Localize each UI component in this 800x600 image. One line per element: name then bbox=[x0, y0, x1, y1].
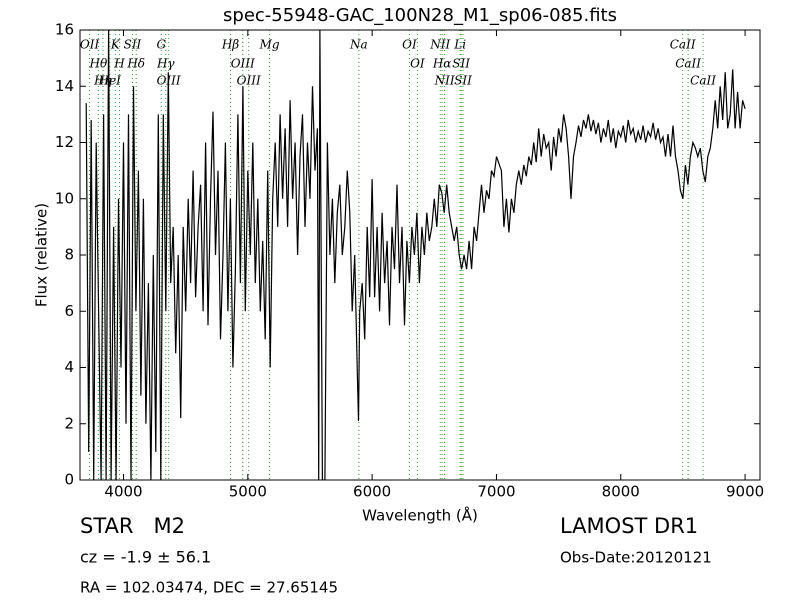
spectral-line-label: Mg bbox=[259, 38, 280, 52]
x-tick-label: 5000 bbox=[229, 483, 267, 501]
spectral-line-label: CaII bbox=[675, 57, 701, 71]
x-tick-label: 6000 bbox=[353, 483, 391, 501]
spectral-line-label: SII bbox=[124, 38, 142, 52]
y-tick-label: 12 bbox=[55, 133, 74, 151]
x-tick-label: 9000 bbox=[726, 483, 764, 501]
spectral-line-label: Hη bbox=[93, 74, 112, 88]
spectral-line-label: Li bbox=[453, 38, 466, 52]
y-tick-label: 0 bbox=[64, 471, 74, 489]
spectral-line-label: OI bbox=[410, 57, 425, 71]
y-tick-label: 8 bbox=[64, 246, 74, 264]
spectral-line-label: Hθ bbox=[89, 57, 108, 71]
spectral-line-label: OII bbox=[80, 38, 100, 52]
spectral-line-label: OIII bbox=[157, 74, 181, 88]
spectral-line-label: Hγ bbox=[156, 57, 175, 71]
x-tick-label: 8000 bbox=[602, 483, 640, 501]
survey: LAMOST DR1 bbox=[560, 514, 698, 538]
spectral-line-label: Na bbox=[349, 38, 368, 52]
spectral-line-label: OI bbox=[402, 38, 417, 52]
spectral-line-label: NII bbox=[434, 74, 455, 88]
x-tick-label: 4000 bbox=[104, 483, 142, 501]
spectral-line-label: Hβ bbox=[221, 38, 239, 52]
x-axis-label: Wavelength (Å) bbox=[362, 506, 478, 525]
spectral-line-label: NII bbox=[429, 38, 450, 52]
spectral-line-label: OIII bbox=[231, 57, 255, 71]
chart-title: spec-55948-GAC_100N28_M1_sp06-085.fits bbox=[223, 5, 617, 26]
y-axis-label: Flux (relative) bbox=[33, 203, 51, 307]
coordinates: RA = 102.03474, DEC = 27.65145 bbox=[80, 579, 338, 597]
plot-area bbox=[85, 30, 746, 480]
x-tick-label: 7000 bbox=[477, 483, 515, 501]
spectral-line-label: OIII bbox=[237, 74, 261, 88]
spectral-line-label: Hδ bbox=[126, 57, 145, 71]
y-tick-label: 2 bbox=[64, 414, 74, 432]
spectral-line-label: SII bbox=[452, 57, 470, 71]
spectral-line-label: K bbox=[110, 38, 121, 52]
spectral-line-label: G bbox=[157, 38, 167, 52]
spectral-line-label: SII bbox=[454, 74, 472, 88]
object-class: STAR M2 bbox=[80, 514, 185, 538]
spectral-line-label: H bbox=[113, 57, 125, 71]
spectral-line-label: CaII bbox=[670, 38, 696, 52]
y-tick-label: 10 bbox=[55, 189, 74, 207]
y-tick-label: 16 bbox=[55, 21, 74, 39]
y-tick-label: 6 bbox=[64, 302, 74, 320]
obs-date: Obs-Date:20120121 bbox=[560, 549, 712, 567]
spectral-line-label: CaII bbox=[690, 74, 716, 88]
spectral-line-label: Hα bbox=[432, 57, 452, 71]
y-tick-label: 4 bbox=[64, 358, 74, 376]
spectrum bbox=[85, 30, 746, 480]
spectral-line-label: HeI bbox=[98, 74, 122, 88]
y-tick-label: 14 bbox=[55, 77, 74, 95]
redshift: cz = -1.9 ± 56.1 bbox=[80, 548, 211, 567]
